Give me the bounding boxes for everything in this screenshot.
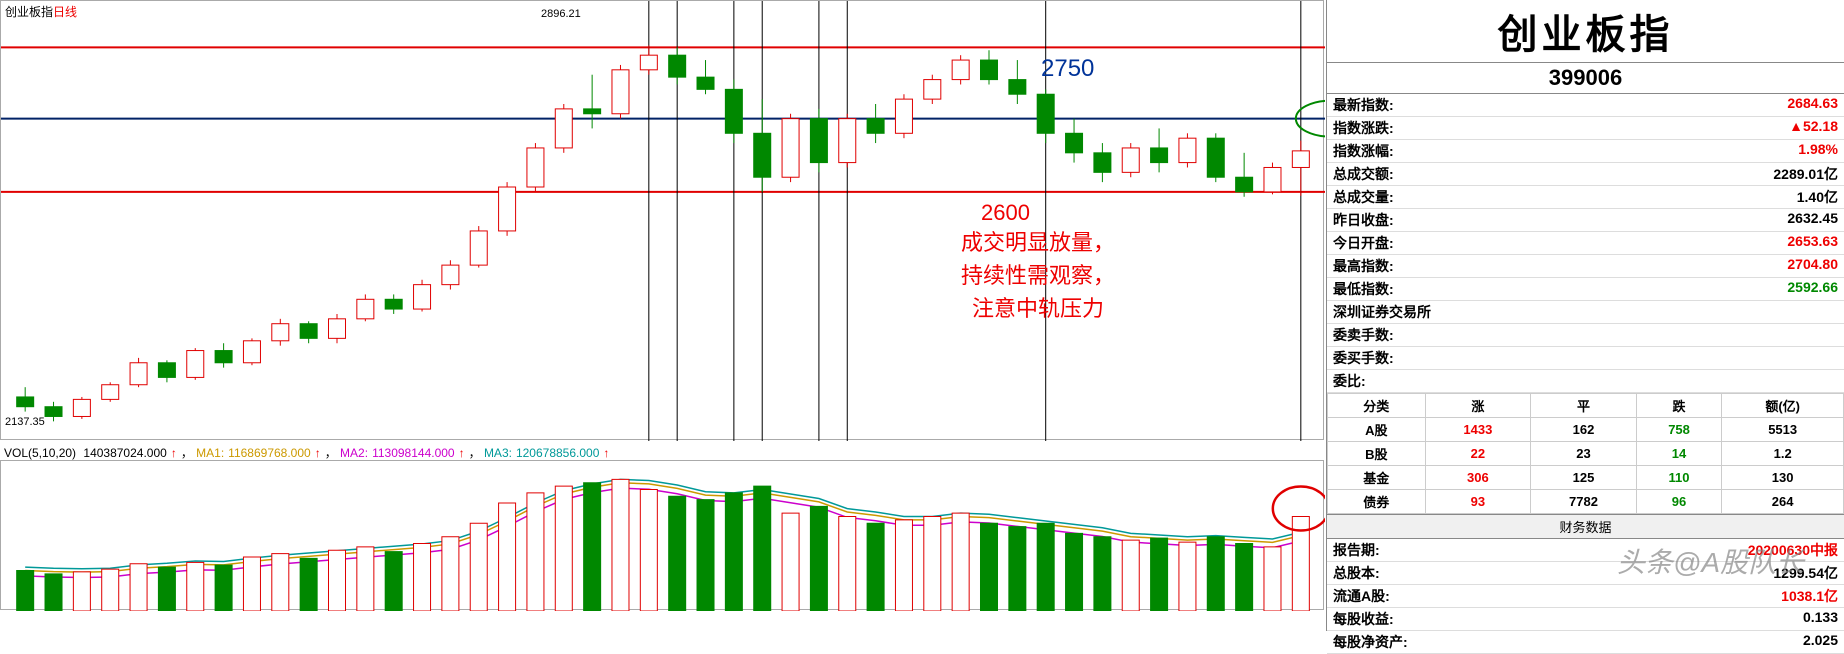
- candlestick-svg: [1, 1, 1325, 441]
- index-code: 399006: [1327, 63, 1844, 94]
- volume-panel[interactable]: [0, 460, 1324, 610]
- info-row: 每股收益:0.133: [1327, 608, 1844, 631]
- volume-svg: [1, 461, 1325, 611]
- bottom-price-label: 2137.35: [5, 416, 45, 428]
- info-row: 每股净资产:2.025: [1327, 631, 1844, 654]
- info-row: 今日开盘:2653.63: [1327, 232, 1844, 255]
- info-row: 指数涨幅:1.98%: [1327, 140, 1844, 163]
- volume-title: VOL(5,10,20) 140387024.000↑， MA1:1168697…: [4, 444, 613, 461]
- annotation-2750: 2750: [1041, 51, 1094, 87]
- extra-rows: 委卖手数:委买手数:委比:: [1327, 324, 1844, 393]
- info-row: 指数涨跌:▲52.18: [1327, 117, 1844, 140]
- financial-header: 财务数据: [1327, 514, 1844, 539]
- watermark: 头条@A股队长: [1617, 541, 1804, 581]
- index-name: 创业板指: [1327, 0, 1844, 63]
- info-row: 委卖手数:: [1327, 324, 1844, 347]
- main-chart-area: 创业板指日线 2137.35 2896.21 2750 2600 成交明显放量，…: [0, 0, 1324, 631]
- info-row: 最高指数:2704.80: [1327, 255, 1844, 278]
- table-row: 基金306125110130: [1328, 466, 1844, 490]
- info-row: 总成交额:2289.01亿: [1327, 163, 1844, 186]
- candlestick-panel[interactable]: 创业板指日线 2137.35 2896.21 2750 2600 成交明显放量，…: [0, 0, 1324, 440]
- top-price-label: 2896.21: [541, 8, 581, 20]
- table-row: 债券93778296264: [1328, 490, 1844, 514]
- table-row: B股2223141.2: [1328, 442, 1844, 466]
- chart-title: 创业板指日线: [5, 3, 77, 20]
- exchange-row: 深圳证券交易所: [1327, 301, 1844, 324]
- info-row: 委买手数:: [1327, 347, 1844, 370]
- info-row: 最新指数:2684.63: [1327, 94, 1844, 117]
- info-row: 昨日收盘:2632.45: [1327, 209, 1844, 232]
- info-rows: 最新指数:2684.63指数涨跌:▲52.18指数涨幅:1.98%总成交额:22…: [1327, 94, 1844, 301]
- table-row: A股14331627585513: [1328, 418, 1844, 442]
- info-row: 流通A股:1038.1亿: [1327, 585, 1844, 608]
- info-row: 委比:: [1327, 370, 1844, 393]
- info-row: 总成交量:1.40亿: [1327, 186, 1844, 209]
- annotation-note: 成交明显放量， 持续性需观察， 注意中轨压力: [961, 226, 1115, 325]
- info-row: 最低指数:2592.66: [1327, 278, 1844, 301]
- annotation-2600: 2600: [981, 196, 1030, 229]
- info-panel: 创业板指 399006 最新指数:2684.63指数涨跌:▲52.18指数涨幅:…: [1326, 0, 1844, 631]
- category-table: 分类涨平跌额(亿) A股14331627585513B股2223141.2基金3…: [1327, 393, 1844, 514]
